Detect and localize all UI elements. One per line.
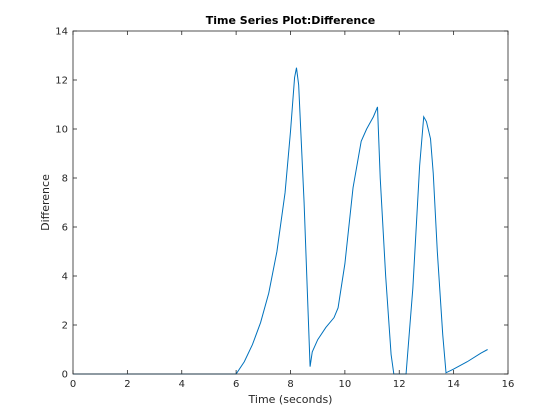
x-tick-label: 6 — [233, 379, 239, 390]
y-tick-label: 2 — [62, 321, 68, 332]
y-tick-label: 12 — [55, 76, 68, 87]
y-axis-label: Difference — [39, 174, 52, 231]
chart-title: Time Series Plot:Difference — [206, 14, 375, 27]
y-tick-label: 6 — [62, 223, 68, 234]
tick-labels: 0 2 4 6 8 10 12 14 16 0 2 4 6 8 10 12 14 — [55, 27, 514, 391]
x-tick-label: 4 — [179, 379, 185, 390]
plot-area — [73, 31, 508, 374]
x-tick-label: 10 — [339, 379, 352, 390]
x-tick-label: 8 — [287, 379, 293, 390]
y-tick-label: 0 — [62, 370, 68, 381]
axes-box — [72, 30, 509, 375]
y-tick-label: 4 — [62, 272, 68, 283]
y-tick-label: 14 — [55, 27, 68, 38]
x-tick-label: 0 — [70, 379, 76, 390]
y-tick-label: 10 — [55, 125, 68, 136]
x-tick-label: 14 — [447, 379, 460, 390]
x-tick-label: 16 — [502, 379, 515, 390]
series-line — [73, 67, 488, 375]
x-tick-label: 12 — [393, 379, 406, 390]
x-tick-label: 2 — [124, 379, 130, 390]
x-axis-label: Time (seconds) — [248, 393, 333, 406]
y-tick-label: 8 — [62, 174, 68, 185]
